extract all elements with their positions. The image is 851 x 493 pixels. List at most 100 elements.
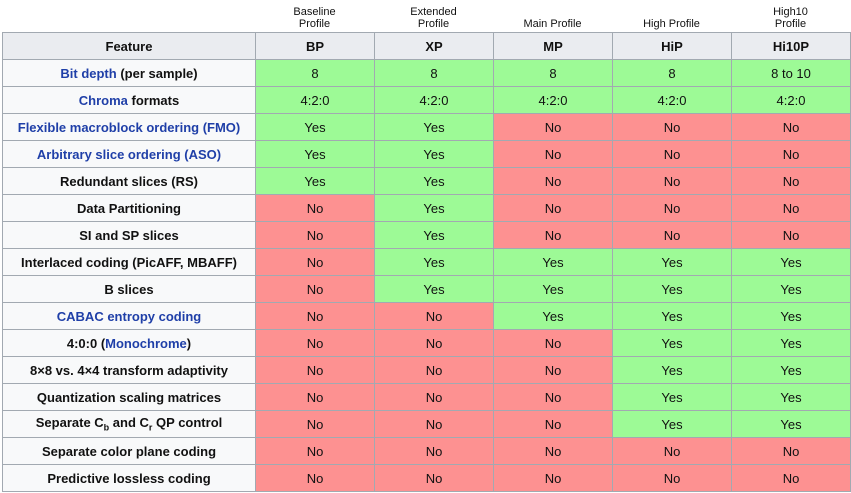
profile-header: Baseline Profile Extended Profile Main Pro… (255, 0, 851, 32)
table-row: Arbitrary slice ordering (ASO) Yes Yes No No… (2, 140, 851, 168)
feature-text: Interlaced coding (PicAFF, MBAFF) (21, 254, 237, 270)
support-cell: No (374, 356, 494, 384)
support-cell: No (612, 221, 732, 249)
feature-text: Redundant slices (RS) (60, 173, 198, 189)
support-cell: Yes (731, 275, 851, 303)
feature-text: QP control (152, 415, 223, 431)
support-cell: No (374, 329, 494, 357)
support-cell: No (255, 275, 375, 303)
support-cell: 4:2:0 (493, 86, 613, 114)
profile-label: Main Profile (523, 18, 582, 30)
support-cell: No (255, 329, 375, 357)
support-cell: 4:2:0 (612, 86, 732, 114)
feature-text: and C (109, 415, 149, 431)
support-cell: No (612, 194, 732, 222)
feature-cell: Predictive lossless coding (2, 464, 256, 492)
column-header: Hi10P (731, 32, 851, 60)
column-header: BP (255, 32, 375, 60)
profile-label: Extended Profile (410, 6, 457, 30)
support-cell: 8 to 10 (731, 59, 851, 87)
support-cell: No (374, 302, 494, 330)
support-cell: No (612, 437, 732, 465)
table-row: CABAC entropy coding No No Yes Yes Yes (2, 302, 851, 330)
support-cell: No (612, 140, 732, 168)
column-header: MP (493, 32, 613, 60)
feature-text: b (103, 422, 110, 433)
support-cell: Yes (612, 275, 732, 303)
support-cell: No (374, 383, 494, 411)
support-cell: Yes (374, 113, 494, 141)
support-cell: No (493, 329, 613, 357)
profile-label: High10 Profile (773, 6, 808, 30)
profile-label: High Profile (643, 18, 700, 30)
support-cell: No (731, 113, 851, 141)
support-cell: No (731, 167, 851, 195)
support-cell: No (255, 383, 375, 411)
column-header: XP (374, 32, 494, 60)
support-cell: No (731, 194, 851, 222)
support-cell: Yes (612, 383, 732, 411)
support-cell: Yes (374, 221, 494, 249)
support-cell: No (255, 356, 375, 384)
feature-cell: 4:0:0 (Monochrome) (2, 329, 256, 357)
support-cell: Yes (374, 275, 494, 303)
table-row: Flexible macroblock ordering (FMO) Yes Yes… (2, 113, 851, 141)
feature-cell: CABAC entropy coding (2, 302, 256, 330)
support-cell: Yes (612, 302, 732, 330)
profile-cell: Baseline Profile (255, 0, 374, 32)
support-cell: 8 (374, 59, 494, 87)
table-row: Separate Cb and Cr QP control No No No Yes Ye… (2, 410, 851, 438)
support-cell: Yes (493, 248, 613, 276)
support-cell: Yes (612, 248, 732, 276)
support-cell: Yes (731, 356, 851, 384)
support-cell: Yes (255, 140, 375, 168)
feature-cell: Interlaced coding (PicAFF, MBAFF) (2, 248, 256, 276)
table-row: Chroma formats 4:2:0 4:2:0 4:2:0 4:2:0 4:2:0 (2, 86, 851, 114)
header-row: Feature BP XP MP HiP Hi10P (2, 32, 851, 60)
support-cell: No (374, 437, 494, 465)
support-cell: No (374, 410, 494, 438)
support-cell: No (493, 140, 613, 168)
table-row: 8×8 vs. 4×4 transform adaptivity No No No Ye… (2, 356, 851, 384)
feature-text: SI and SP slices (79, 227, 179, 243)
feature-text: Data Partitioning (76, 200, 181, 216)
table-row: Data Partitioning No Yes No No No (2, 194, 851, 222)
feature-text: ) (186, 335, 192, 351)
feature-cell: Bit depth (per sample) (2, 59, 256, 87)
support-cell: 8 (255, 59, 375, 87)
support-cell: 8 (493, 59, 613, 87)
support-cell: No (612, 464, 732, 492)
table-row: Interlaced coding (PicAFF, MBAFF) No Yes Ye… (2, 248, 851, 276)
support-cell: No (493, 437, 613, 465)
feature-link[interactable]: Flexible macroblock ordering (FMO) (17, 119, 241, 135)
feature-cell: SI and SP slices (2, 221, 256, 249)
support-cell: No (255, 302, 375, 330)
support-cell: No (255, 410, 375, 438)
feature-text: r (148, 422, 153, 433)
feature-text: 8×8 vs. 4×4 transform adaptivity (30, 362, 228, 378)
feature-cell: Data Partitioning (2, 194, 256, 222)
feature-link[interactable]: Arbitrary slice ordering (ASO) (36, 146, 222, 162)
support-cell: Yes (731, 248, 851, 276)
support-cell: Yes (255, 167, 375, 195)
support-cell: Yes (612, 356, 732, 384)
support-cell: No (731, 464, 851, 492)
feature-link[interactable]: CABAC entropy coding (56, 308, 202, 324)
feature-text: 4:0:0 ( (66, 335, 106, 351)
feature-link[interactable]: Bit depth (60, 65, 117, 81)
support-cell: No (612, 167, 732, 195)
feature-cell: Separate color plane coding (2, 437, 256, 465)
table-row: Bit depth (per sample) 8 8 8 8 8 to 10 (2, 59, 851, 87)
support-cell: 8 (612, 59, 732, 87)
feature-link[interactable]: Chroma (78, 92, 128, 108)
column-header: HiP (612, 32, 732, 60)
profile-cell: Main Profile (493, 0, 612, 32)
support-cell: No (612, 113, 732, 141)
support-cell: 4:2:0 (731, 86, 851, 114)
feature-link[interactable]: Monochrome (105, 335, 187, 351)
support-cell: Yes (731, 383, 851, 411)
profile-label: Baseline Profile (293, 6, 336, 30)
support-cell: 4:2:0 (374, 86, 494, 114)
support-cell: No (493, 410, 613, 438)
